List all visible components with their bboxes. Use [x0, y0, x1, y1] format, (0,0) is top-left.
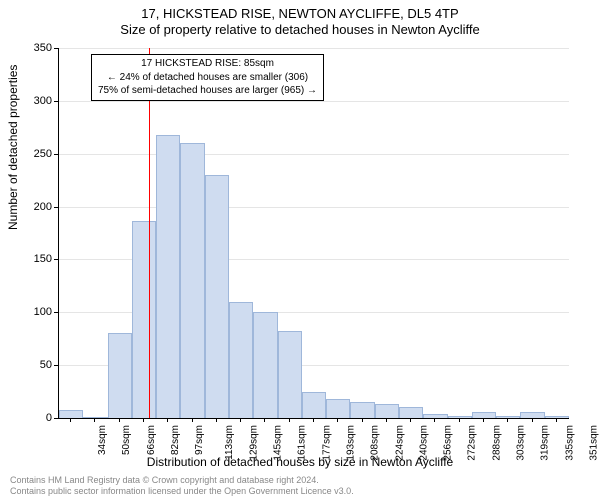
footer-line-1: Contains HM Land Registry data © Crown c…: [10, 475, 354, 486]
x-tick-mark: [313, 418, 314, 422]
x-tick-mark: [94, 418, 95, 422]
y-tick-label: 50: [22, 359, 52, 371]
x-tick-label: 50sqm: [121, 425, 132, 455]
x-tick-mark: [192, 418, 193, 422]
gridline: [59, 154, 569, 155]
histogram-bar: [83, 417, 107, 418]
histogram-bar: [520, 412, 544, 418]
gridline: [59, 48, 569, 49]
histogram-bar: [375, 404, 399, 418]
x-tick-mark: [532, 418, 533, 422]
x-tick-mark: [459, 418, 460, 422]
histogram-bar: [278, 331, 302, 418]
annotation-box: 17 HICKSTEAD RISE: 85sqm ← 24% of detach…: [91, 54, 324, 101]
x-tick-mark: [289, 418, 290, 422]
histogram-bar: [229, 302, 253, 418]
histogram-bar: [302, 392, 326, 418]
histogram-bar: [545, 416, 569, 418]
x-tick-mark: [386, 418, 387, 422]
gridline: [59, 101, 569, 102]
x-tick-mark: [119, 418, 120, 422]
chart-title-main: 17, HICKSTEAD RISE, NEWTON AYCLIFFE, DL5…: [0, 0, 600, 21]
x-tick-mark: [556, 418, 557, 422]
y-tick-label: 100: [22, 306, 52, 318]
histogram-bar: [448, 416, 472, 418]
histogram-bar: [132, 221, 156, 418]
annotation-line-3: 75% of semi-detached houses are larger (…: [98, 84, 317, 98]
x-axis-title: Distribution of detached houses by size …: [0, 455, 600, 469]
histogram-bar: [496, 416, 520, 418]
y-tick-label: 150: [22, 253, 52, 265]
x-tick-mark: [507, 418, 508, 422]
y-tick-label: 350: [22, 42, 52, 54]
x-tick-label: 82sqm: [170, 425, 181, 455]
histogram-bar: [180, 143, 204, 418]
footer-line-2: Contains public sector information licen…: [10, 486, 354, 497]
x-tick-mark: [337, 418, 338, 422]
reference-line: [149, 48, 150, 418]
chart-title-sub: Size of property relative to detached ho…: [0, 21, 600, 37]
histogram-bar: [108, 333, 132, 418]
x-tick-mark: [240, 418, 241, 422]
y-tick-label: 300: [22, 95, 52, 107]
histogram-bar: [156, 135, 180, 418]
annotation-line-2: ← 24% of detached houses are smaller (30…: [98, 71, 317, 85]
footer-text: Contains HM Land Registry data © Crown c…: [10, 475, 354, 497]
y-axis-title: Number of detached properties: [6, 65, 20, 230]
x-tick-mark: [483, 418, 484, 422]
histogram-bar: [326, 399, 350, 418]
x-tick-mark: [264, 418, 265, 422]
plot-area: 17 HICKSTEAD RISE: 85sqm ← 24% of detach…: [58, 48, 569, 419]
y-tick-label: 250: [22, 148, 52, 160]
x-tick-mark: [362, 418, 363, 422]
x-tick-mark: [410, 418, 411, 422]
x-tick-mark: [216, 418, 217, 422]
x-tick-mark: [70, 418, 71, 422]
x-tick-label: 66sqm: [146, 425, 157, 455]
histogram-bar: [399, 407, 423, 418]
x-tick-label: 97sqm: [194, 425, 205, 455]
chart-container: 17, HICKSTEAD RISE, NEWTON AYCLIFFE, DL5…: [0, 0, 600, 500]
histogram-bar: [253, 312, 277, 418]
histogram-bar: [423, 414, 447, 418]
x-tick-mark: [143, 418, 144, 422]
gridline: [59, 207, 569, 208]
y-tick-label: 200: [22, 201, 52, 213]
histogram-bar: [205, 175, 229, 418]
x-tick-mark: [167, 418, 168, 422]
histogram-bar: [59, 410, 83, 418]
y-tick-label: 0: [22, 412, 52, 424]
x-tick-label: 34sqm: [97, 425, 108, 455]
annotation-line-1: 17 HICKSTEAD RISE: 85sqm: [98, 57, 317, 71]
histogram-bar: [350, 402, 374, 418]
x-tick-mark: [434, 418, 435, 422]
